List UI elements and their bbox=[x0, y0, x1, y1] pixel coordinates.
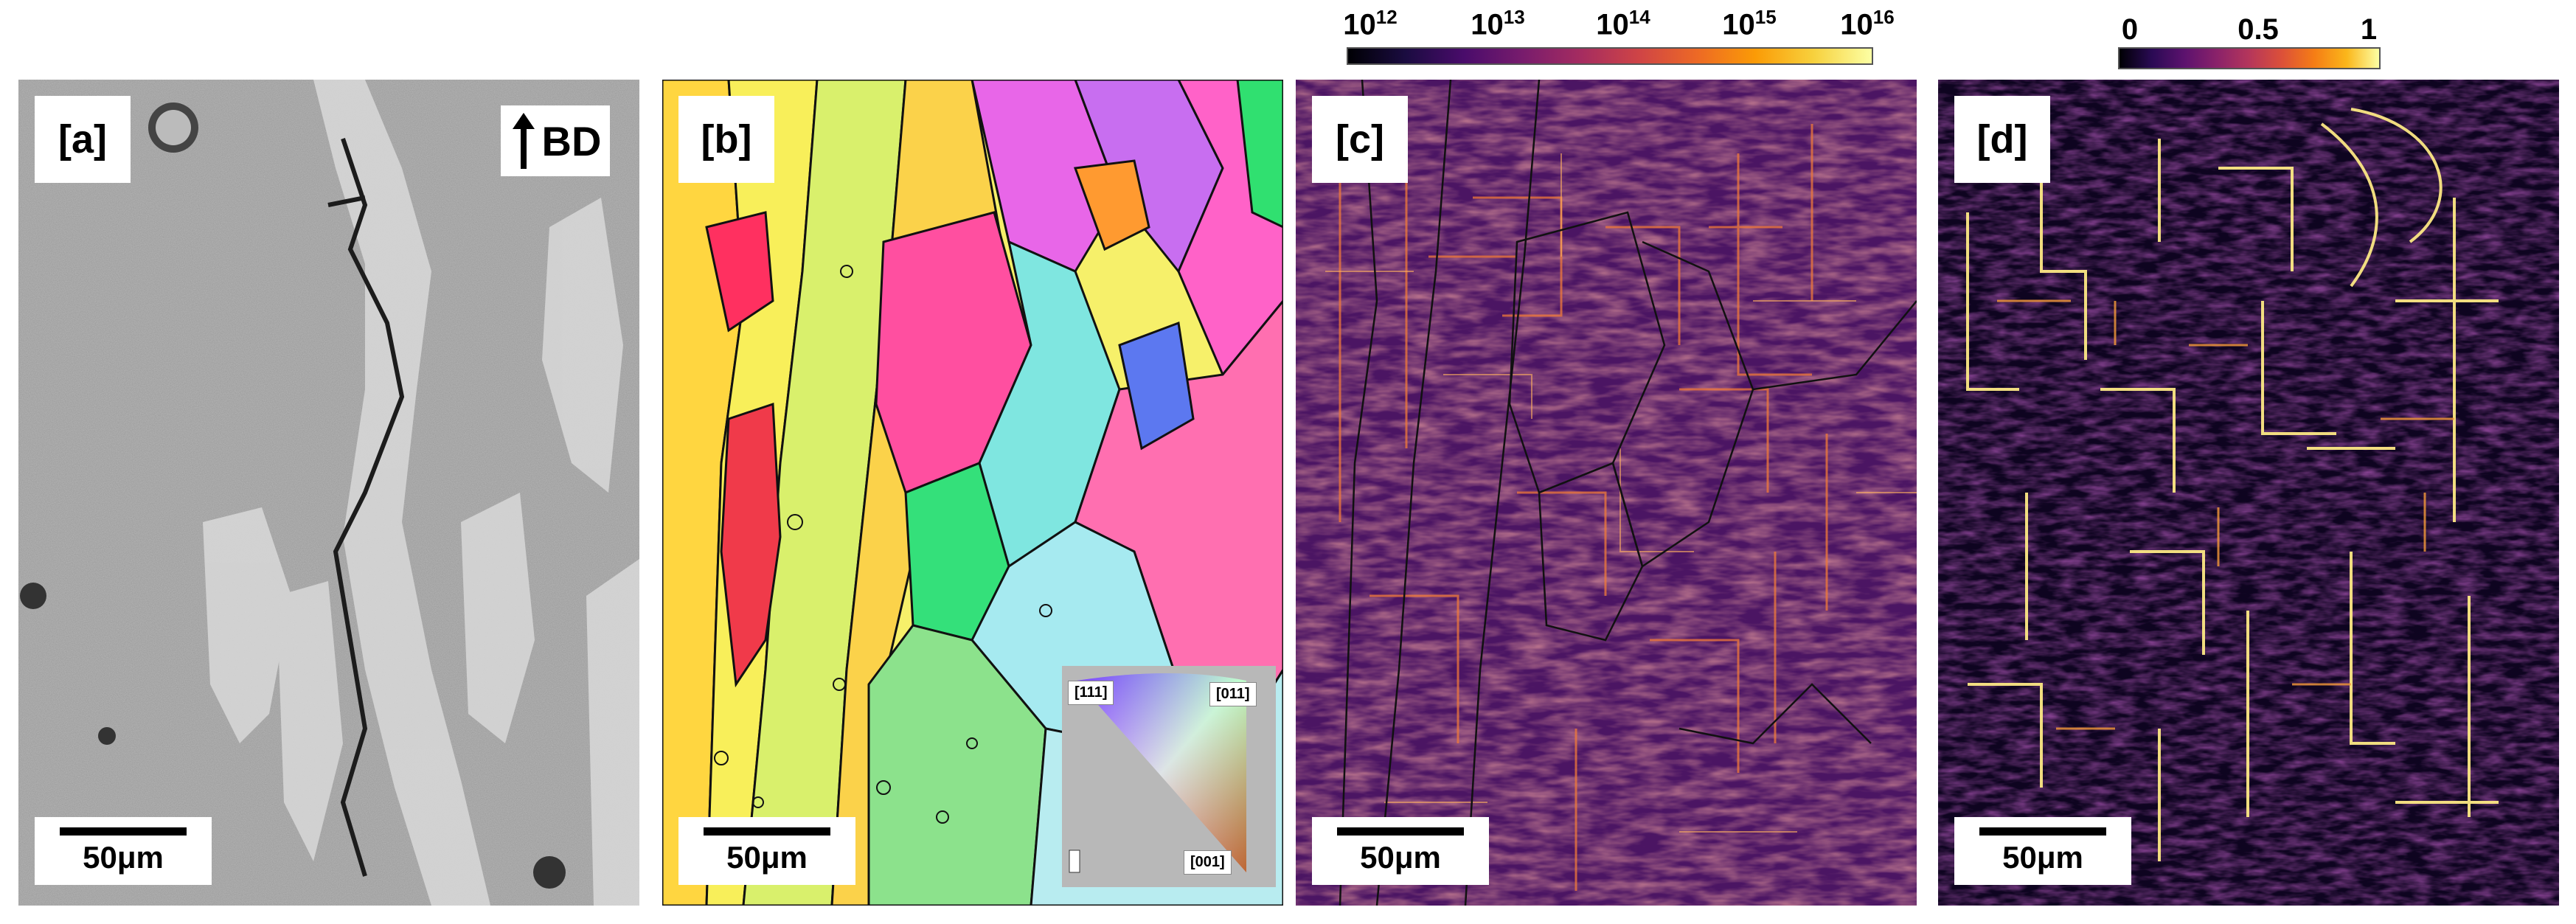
build-direction-label: BD bbox=[501, 105, 610, 176]
scale-bar-label: 50μm bbox=[83, 839, 164, 875]
scale-bar-line bbox=[60, 827, 187, 836]
arrow-up-icon bbox=[512, 113, 535, 169]
scale-bar: 50μm bbox=[35, 817, 212, 885]
ipf-label-111: [111] bbox=[1068, 681, 1114, 705]
scale-bar-line bbox=[704, 827, 830, 836]
scale-bar-label: 50μm bbox=[2002, 839, 2083, 875]
colorbar-c-gradient bbox=[1347, 47, 1873, 65]
colorbar-c-tick: 1015 bbox=[1722, 6, 1777, 41]
scale-bar: 50μm bbox=[1312, 817, 1489, 885]
colorbar-d-tick: 1 bbox=[2360, 13, 2378, 46]
micrograph-image-a bbox=[18, 80, 639, 906]
ipf-label-001: [001] bbox=[1184, 850, 1232, 875]
scale-bar-line bbox=[1979, 827, 2106, 836]
density-map-panel-c: [c] 50μm bbox=[1296, 80, 1917, 906]
colorbar-c-tick: 1012 bbox=[1343, 6, 1398, 41]
colorbar-d-gradient bbox=[2118, 47, 2381, 69]
micrograph-panel-a: [a] BD 50μm bbox=[18, 80, 639, 906]
scale-bar-label: 50μm bbox=[726, 839, 808, 875]
colorbar-d-tick: 0 bbox=[2121, 13, 2139, 46]
colorbar-c-tick: 1014 bbox=[1596, 6, 1650, 41]
scale-bar: 50μm bbox=[678, 817, 855, 885]
panel-label: [c] bbox=[1312, 96, 1408, 183]
colorbar-c-tick: 1016 bbox=[1840, 6, 1895, 41]
density-map-image-c bbox=[1296, 80, 1917, 906]
panel-label: [a] bbox=[35, 96, 131, 183]
panel-label: [b] bbox=[678, 96, 774, 183]
ipf-color-key: [111] [011] [001] bbox=[1062, 666, 1276, 887]
ipf-label-011: [011] bbox=[1209, 682, 1257, 706]
colorbar-c-tick: 1013 bbox=[1471, 6, 1525, 41]
scale-bar-line bbox=[1337, 827, 1464, 836]
normalized-map-image-d bbox=[1938, 80, 2559, 906]
scale-bar-label: 50μm bbox=[1360, 839, 1441, 875]
scale-bar: 50μm bbox=[1954, 817, 2131, 885]
ipf-map-panel-b: [b] [111] [011] [001] 50μm bbox=[662, 80, 1283, 906]
normalized-map-panel-d: [d] 50μm bbox=[1938, 80, 2559, 906]
panel-label: [d] bbox=[1954, 96, 2050, 183]
colorbar-d-tick: 0.5 bbox=[2237, 13, 2279, 46]
